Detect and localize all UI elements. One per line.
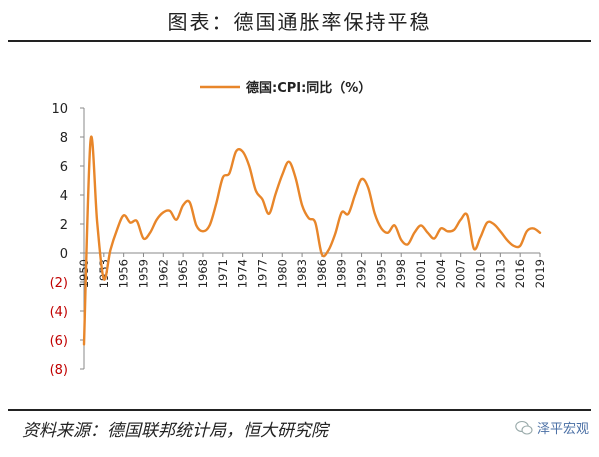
source-note: 资料来源：德国联邦统计局，恒大研究院	[22, 421, 328, 441]
footer-divider	[8, 409, 591, 411]
figure-title: 图表：德国通胀率保持平稳	[167, 10, 432, 34]
y-tick-label: 2	[60, 218, 68, 233]
x-tick-label: 2010	[474, 259, 488, 288]
x-tick-label: 1968	[196, 259, 210, 288]
y-tick-label: (2)	[50, 276, 68, 291]
watermark-label: 泽平宏观	[536, 422, 589, 437]
x-tick-label: 1962	[156, 259, 170, 288]
x-tick-label: 1980	[275, 259, 289, 288]
y-tick-label: (6)	[50, 334, 68, 349]
legend: 德国:CPI:同比（%）	[200, 80, 371, 96]
x-tick-label: 1959	[136, 259, 150, 288]
y-tick-label: 6	[60, 160, 68, 175]
y-axis: 10 8 6 4 2 0 (2) (4) (6) (8)	[50, 102, 85, 378]
x-tick-label: 1989	[335, 259, 349, 288]
x-tick-label: 1986	[315, 259, 329, 288]
x-tick-label: 1998	[394, 259, 408, 288]
x-tick-label: 1992	[355, 259, 369, 288]
wechat-icon	[515, 420, 533, 435]
y-tick-label: 4	[60, 189, 68, 204]
y-tick-label: 0	[60, 247, 68, 262]
x-tick-label: 2001	[414, 259, 428, 288]
y-tick-label: 8	[60, 131, 68, 146]
x-tick-label: 1977	[255, 259, 269, 288]
legend-label: 德国:CPI:同比（%）	[246, 80, 371, 96]
x-tick-label: 2007	[454, 259, 468, 288]
x-tick-label: 1983	[295, 259, 309, 288]
x-tick-label: 1956	[117, 259, 131, 288]
title-divider	[8, 40, 591, 42]
x-tick-label: 2004	[434, 259, 448, 288]
x-tick-label: 1995	[374, 259, 388, 288]
cpi-series-line	[82, 135, 542, 346]
x-tick-label: 2016	[513, 259, 527, 288]
x-tick-label: 1971	[216, 259, 230, 288]
y-tick-label: (8)	[50, 363, 68, 378]
y-tick-label: 10	[51, 102, 68, 117]
watermark: 泽平宏观	[515, 418, 589, 437]
y-tick-label: (4)	[50, 305, 68, 320]
x-tick-label: 1974	[236, 259, 250, 288]
x-axis: 1950 1953 1956 1959 1962 1965 1968 1971 1974 1977…	[77, 252, 547, 288]
x-tick-label: 2013	[493, 259, 507, 288]
x-tick-label: 2019	[533, 259, 547, 288]
x-tick-label: 1950	[77, 259, 91, 288]
x-tick-label: 1965	[176, 259, 190, 288]
